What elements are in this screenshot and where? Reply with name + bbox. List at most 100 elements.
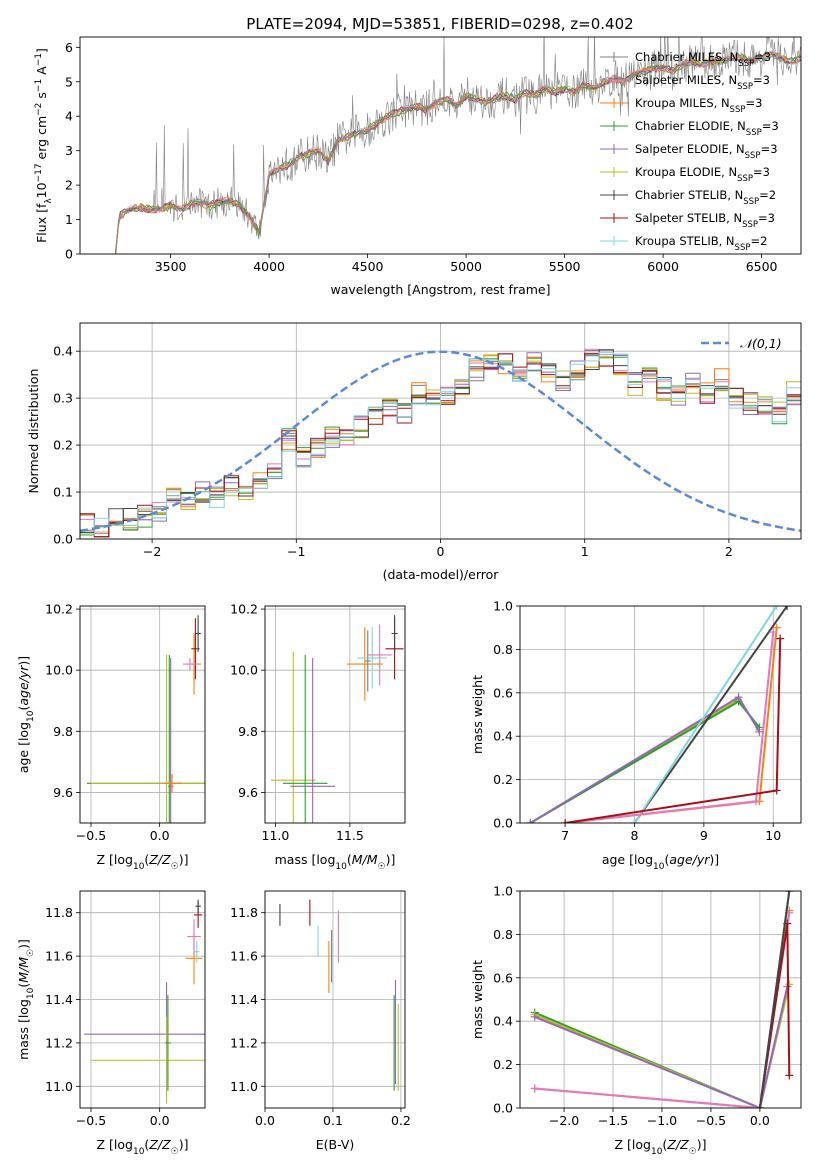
plot-area-residuals <box>80 323 801 539</box>
x-axis-label-part: Z/Z <box>148 852 171 867</box>
weight-line <box>534 986 789 1108</box>
y-tick-label: 1.0 <box>493 884 513 899</box>
y-axis-label-part: Flux [f <box>34 203 49 243</box>
x-axis-label-part: Z/Z <box>666 1137 689 1152</box>
y-axis-label-part: −1 <box>34 79 44 92</box>
y-tick-label: 0.0 <box>493 1101 513 1116</box>
legend-label-sub: SSP <box>738 59 754 69</box>
y-axis-label-part: −17 <box>34 163 44 182</box>
y-axis-label-part: )] <box>16 939 31 949</box>
plot-area-spectrum <box>115 37 801 254</box>
x-axis-label-part: )] <box>179 1137 189 1152</box>
x-axis-label-part: age/yr <box>669 852 710 867</box>
x-axis-label-part: ( <box>144 1137 149 1152</box>
x-axis-label-part: Z/Z <box>148 1137 171 1152</box>
y-axis-label-part: age/yr <box>16 665 31 706</box>
x-axis-label: mass [log10(M/M☉)] <box>275 852 396 872</box>
y-tick-label: 2 <box>65 178 73 193</box>
x-tick-label: −1.0 <box>647 1113 677 1128</box>
residual-histogram <box>80 349 801 538</box>
y-tick-label: 11.4 <box>230 992 258 1007</box>
spectrum-model-line <box>115 52 801 254</box>
x-axis-label-part: 10 <box>335 862 347 872</box>
y-tick-label: 11.4 <box>45 992 73 1007</box>
y-axis-label-part: 10 <box>34 182 49 198</box>
y-tick-label: 6 <box>65 40 73 55</box>
residual-histogram <box>80 352 801 536</box>
legend-label-sub: SSP <box>737 82 753 92</box>
legend-label-part: =3 <box>758 211 775 225</box>
axes-frame <box>79 36 802 255</box>
y-axis-label-part: mass [log <box>16 999 31 1060</box>
y-axis-label-part: A <box>34 66 49 79</box>
x-axis-label-part: ☉ <box>171 862 179 872</box>
axes-frame <box>519 605 802 824</box>
x-tick-label: 2 <box>725 544 733 559</box>
legend-label-part: =3 <box>745 96 762 110</box>
y-tick-label: 0.8 <box>493 642 513 657</box>
x-tick-label: 3500 <box>155 259 187 274</box>
y-axis-label-part: ( <box>16 983 31 988</box>
axes-frame <box>79 605 206 824</box>
x-axis-label-part: )] <box>386 852 396 867</box>
spectrum-model-line <box>115 51 801 252</box>
x-tick-label: 0.1 <box>323 1113 343 1128</box>
axes-age-vs-mass: 11.0 11.5 9.6 9.8 10.0 10.2 mass [log10(M/M☉)] <box>230 602 406 872</box>
y-tick-label: 4 <box>65 109 73 124</box>
axes-frame <box>519 890 802 1109</box>
y-tick-label: 9.6 <box>238 785 258 800</box>
y-tick-label: 1.0 <box>493 599 513 614</box>
legend-label: Salpeter ELODIE, NSSP=3 <box>635 142 778 161</box>
legend-label-part: Salpeter STELIB, N <box>635 211 742 225</box>
plot-area-age-vs-Z <box>80 606 205 823</box>
plot-area-mass-vs-ebv <box>265 891 405 1108</box>
x-axis-label-part: 10 <box>133 862 145 872</box>
residual-histogram <box>80 349 801 531</box>
error-bar <box>90 1016 205 1104</box>
legend-label-sub: SSP <box>730 105 746 115</box>
y-tick-label: 3 <box>65 143 73 158</box>
y-axis-label-part: Normed distribution <box>26 369 41 494</box>
error-bar <box>195 615 201 652</box>
y-tick-label: 0.6 <box>493 970 513 985</box>
y-tick-label: 10.0 <box>230 663 258 678</box>
axes-weight-vs-Z: −2.0 −1.5 −1.0 −0.5 0.0 0.0 0.2 0.4 0.6 0.8 1.0 Z [… <box>470 884 802 1157</box>
legend-label-part: =3 <box>754 50 771 64</box>
legend-label-sub: SSP <box>737 174 753 184</box>
y-tick-label: 11.6 <box>45 949 73 964</box>
legend-label: Kroupa ELODIE, NSSP=3 <box>635 165 770 184</box>
axes-residuals: −2 −1 0 1 2 0.0 0.1 0.2 0.3 0.4 𝒩(0,1) (data-model)… <box>26 322 802 582</box>
weight-line <box>564 638 782 823</box>
y-tick-label: 11.8 <box>230 905 258 920</box>
residual-histogram <box>80 352 801 538</box>
y-tick-label: 10.2 <box>45 602 73 617</box>
y-tick-label: 0.4 <box>493 1014 513 1029</box>
x-axis-label-part: ( <box>144 852 149 867</box>
y-axis-label-part: age [log <box>16 722 31 773</box>
legend-label-part: Kroupa STELIB, N <box>635 234 735 248</box>
x-tick-label: 5000 <box>450 259 482 274</box>
x-tick-label: 6500 <box>746 259 778 274</box>
y-axis-label: mass [log10(M/M☉)] <box>16 939 36 1060</box>
axes-spectrum: 3500 4000 4500 5000 5500 6000 6500 0 1 2 3 4 5 6 Chabr… <box>34 36 802 297</box>
y-tick-label: 11.6 <box>230 949 258 964</box>
y-axis-label-part: mass weight <box>470 960 485 1039</box>
error-bar <box>194 940 200 963</box>
weight-line <box>758 891 791 1108</box>
x-tick-label: 0.0 <box>750 1113 770 1128</box>
x-tick-label: 9 <box>700 828 708 843</box>
axes-mass-vs-Z: −0.5 0.011.011.211.411.611.8Z [log10(Z/Z☉… <box>16 890 206 1157</box>
spectrum-model-line <box>115 50 801 254</box>
x-axis-label-part: (data-model)/error <box>383 567 500 582</box>
legend-label: 𝒩(0,1) <box>740 336 782 351</box>
x-axis-label-part: )] <box>179 852 189 867</box>
y-axis-label: age [log10(age/yr)] <box>16 656 36 773</box>
legend-label: Salpeter MILES, NSSP=3 <box>635 73 770 92</box>
y-tick-label: 10.2 <box>230 602 258 617</box>
residual-histogram <box>80 350 801 538</box>
x-tick-label: 0.0 <box>255 1113 275 1128</box>
error-bar <box>183 657 197 671</box>
x-axis-label-part: wavelength [Angstrom, rest frame] <box>330 282 550 297</box>
